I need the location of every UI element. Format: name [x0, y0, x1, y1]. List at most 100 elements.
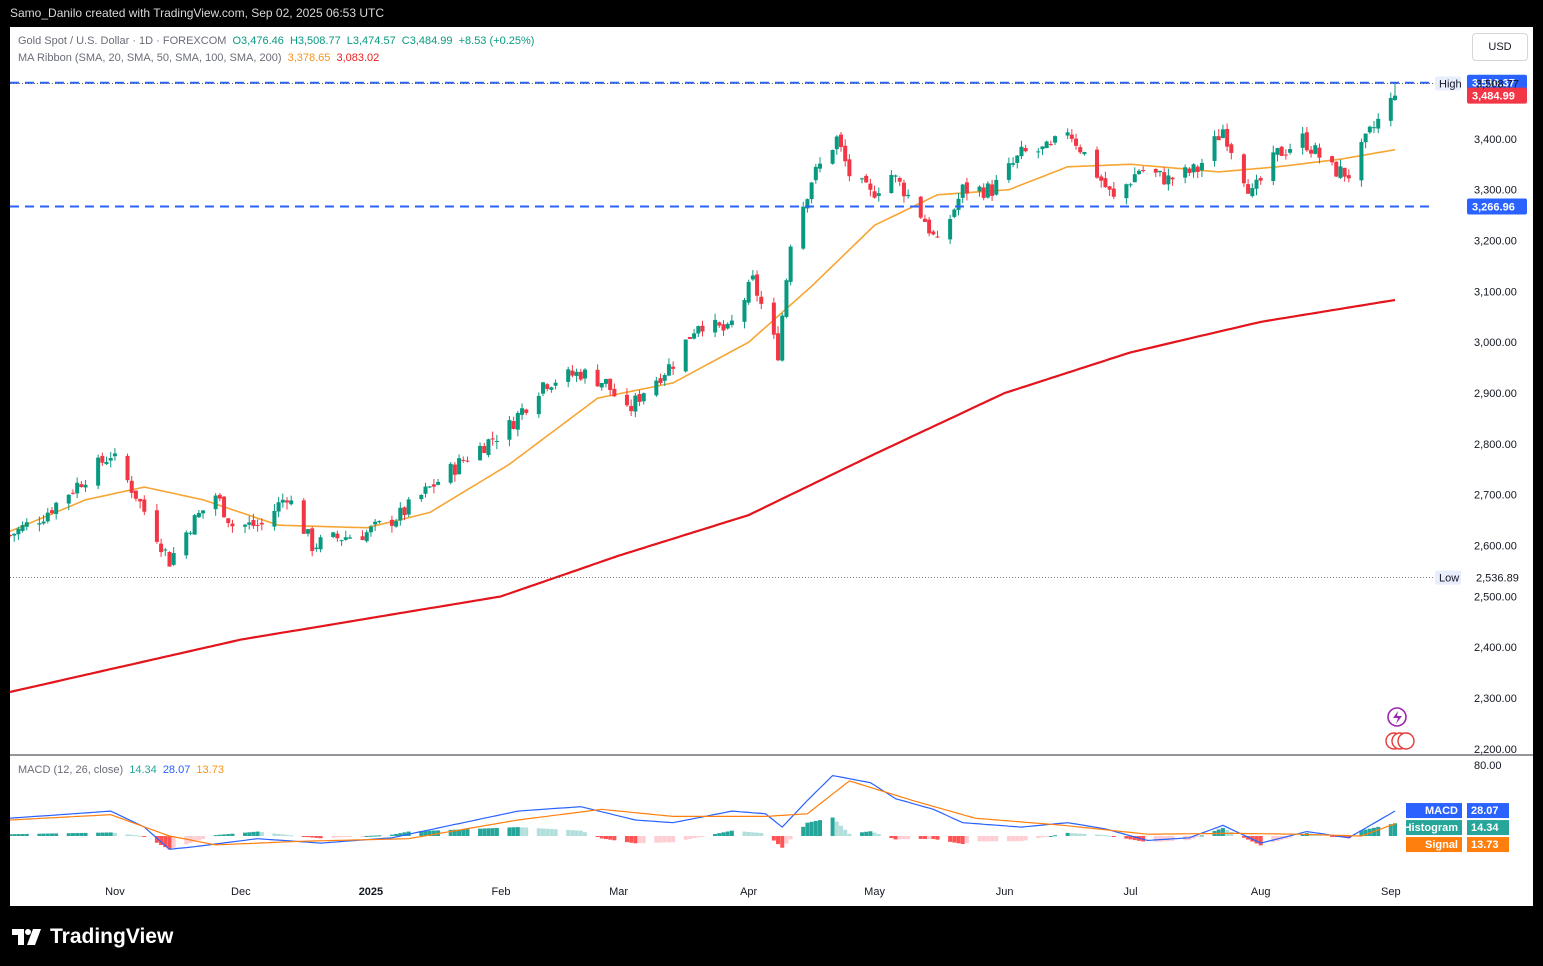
- macd-histogram-bar: [876, 833, 881, 836]
- candle-body: [1363, 133, 1368, 143]
- macd-histogram-bar: [872, 832, 877, 836]
- currency-button[interactable]: USD: [1472, 33, 1528, 61]
- candle-body: [331, 532, 336, 537]
- macd-histogram-bar: [830, 817, 835, 836]
- macd-histogram-bar: [541, 828, 546, 836]
- macd-histogram-bar: [419, 831, 424, 836]
- candle-body: [201, 510, 206, 514]
- price-tick-label: 3,100.00: [1474, 286, 1517, 298]
- macd-histogram-bar: [112, 832, 117, 836]
- candle-body: [671, 366, 676, 369]
- macd-histogram-bar: [897, 836, 902, 840]
- candle-body: [1258, 177, 1263, 181]
- sma200-value: 3,083.02: [336, 52, 380, 64]
- candle-body: [1279, 146, 1284, 156]
- macd-histogram-bar: [222, 834, 227, 836]
- candle-body: [1346, 175, 1351, 179]
- candle-body: [599, 382, 604, 388]
- candle-body: [927, 219, 932, 234]
- macd-histogram-bar: [633, 836, 638, 844]
- support-level-label: 3,266.96: [1472, 201, 1515, 213]
- candle-body: [1040, 146, 1045, 150]
- macd-histogram-bar: [16, 834, 21, 836]
- macd-histogram-bar: [507, 827, 512, 836]
- candle-body: [285, 500, 289, 503]
- macd-histogram-bar: [70, 833, 75, 836]
- candle-body: [553, 382, 558, 386]
- ma-ribbon-legend[interactable]: MA Ribbon (SMA, 20, SMA, 50, SMA, 100, S…: [18, 52, 379, 64]
- candle-body: [289, 500, 294, 505]
- candle-body: [859, 178, 864, 180]
- macd-histogram-bar: [1330, 836, 1335, 837]
- candle-body: [230, 523, 235, 527]
- macd-histogram-tag-name: Histogram: [1404, 822, 1459, 834]
- time-tick-label: Dec: [231, 886, 251, 898]
- tradingview-logo[interactable]: TradingView: [12, 922, 173, 952]
- candle-body: [125, 455, 130, 481]
- candle-body: [1078, 147, 1083, 153]
- macd-histogram-bar: [10, 834, 12, 836]
- macd-histogram-bar: [79, 832, 84, 836]
- candle-body: [112, 453, 117, 457]
- macd-histogram-bar: [566, 829, 571, 836]
- macd-histogram-bar: [985, 836, 990, 842]
- macd-histogram-bar: [368, 835, 373, 837]
- candle-body: [977, 186, 982, 192]
- last-price-label: 3,484.99: [1472, 91, 1515, 103]
- candle-body: [1006, 163, 1011, 180]
- candle-body: [465, 460, 470, 462]
- macd-histogram-bar: [1124, 836, 1129, 839]
- candle-body: [570, 370, 575, 376]
- macd-histogram-bar: [839, 825, 843, 836]
- candle-body: [847, 159, 852, 177]
- candle-body: [578, 371, 583, 380]
- macd-histogram-bar: [394, 833, 399, 836]
- macd-histogram-bar: [423, 830, 428, 836]
- candle-body: [452, 464, 457, 475]
- macd-histogram-bar: [931, 836, 936, 839]
- candle-body: [100, 455, 105, 463]
- candle-body: [1166, 175, 1171, 185]
- candle-body: [1313, 145, 1318, 154]
- candle-body: [1338, 166, 1343, 178]
- candle-body: [952, 209, 957, 217]
- candle-body: [931, 231, 936, 235]
- macd-histogram-bar: [1099, 834, 1104, 836]
- candle-body: [843, 145, 848, 162]
- macd-signal-tag-name: Signal: [1425, 839, 1458, 851]
- macd-histogram-bar: [310, 836, 315, 838]
- macd-histogram-bar: [377, 835, 382, 837]
- candle-body: [1367, 126, 1372, 133]
- symbol-legend[interactable]: Gold Spot / U.S. Dollar · 1D · FOREXCOM …: [18, 35, 534, 47]
- chart-background: [10, 27, 1533, 906]
- macd-histogram-bar: [1048, 835, 1053, 837]
- macd-histogram-bar: [864, 831, 869, 836]
- macd-legend[interactable]: MACD (12, 26, close) 14.34 28.07 13.73: [18, 764, 224, 776]
- candle-body: [1019, 146, 1024, 157]
- macd-histogram-bar: [805, 822, 810, 836]
- macd-histogram-bar: [272, 833, 277, 836]
- candle-body: [79, 484, 84, 488]
- candle-body: [360, 536, 365, 541]
- macd-histogram-bar: [1359, 830, 1364, 836]
- price-tick-label: 2,200.00: [1474, 744, 1517, 756]
- price-chart[interactable]: 3,510.37 3,266.96 3,484.99 2,200.00 2,300.0…: [10, 27, 1533, 906]
- macd-histogram-bar: [478, 828, 483, 836]
- time-tick-label: May: [864, 886, 885, 898]
- macd-histogram-bar: [196, 836, 201, 841]
- candle-body: [834, 136, 839, 150]
- candle-body: [1191, 164, 1196, 173]
- chart-frame: 3,510.37 3,266.96 3,484.99 2,200.00 2,300.0…: [10, 27, 1533, 906]
- low-marker-tag: [1435, 570, 1461, 585]
- candle-body: [776, 333, 781, 361]
- candle-body: [83, 484, 88, 488]
- macd-histogram-bar: [994, 836, 999, 842]
- candle-body: [1229, 144, 1234, 153]
- candle-body: [725, 323, 730, 329]
- macd-histogram-bar: [490, 828, 495, 836]
- candle-body: [192, 515, 197, 535]
- candle-body: [276, 502, 281, 512]
- macd-histogram-bar: [729, 830, 734, 836]
- macd-histogram-bar: [1128, 836, 1133, 840]
- candle-body: [729, 320, 734, 325]
